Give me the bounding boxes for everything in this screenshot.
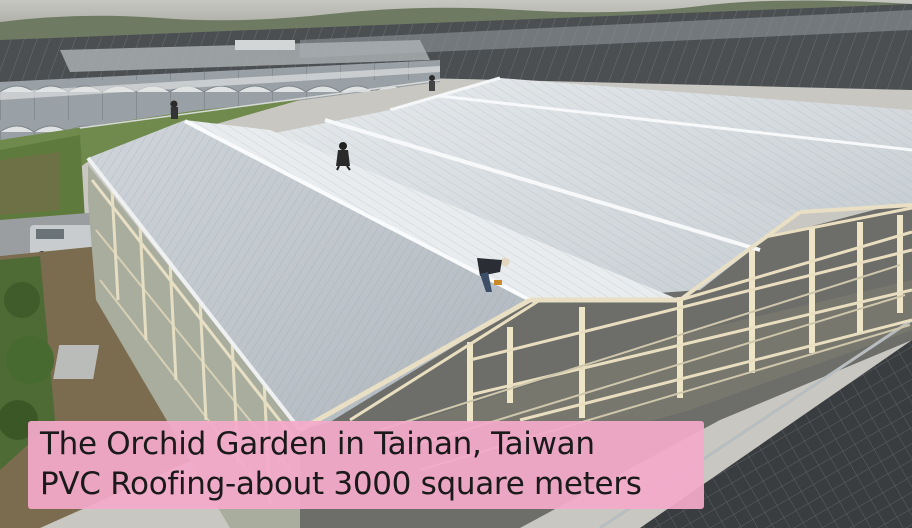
video-caption: The Orchid Garden in Tainan, Taiwan PVC … — [28, 421, 704, 509]
worker-figure — [336, 142, 351, 171]
worker-figure — [170, 100, 178, 119]
tunnel-greenhouses — [0, 60, 440, 140]
worker-figure — [429, 75, 435, 91]
steel-frame — [467, 215, 903, 423]
worker-figure — [477, 257, 510, 292]
caption-line-subtitle: PVC Roofing-about 3000 square meters — [40, 466, 642, 502]
caption-line-title: The Orchid Garden in Tainan, Taiwan — [40, 426, 595, 462]
grass-field — [0, 100, 300, 225]
shade-netting — [640, 340, 912, 528]
